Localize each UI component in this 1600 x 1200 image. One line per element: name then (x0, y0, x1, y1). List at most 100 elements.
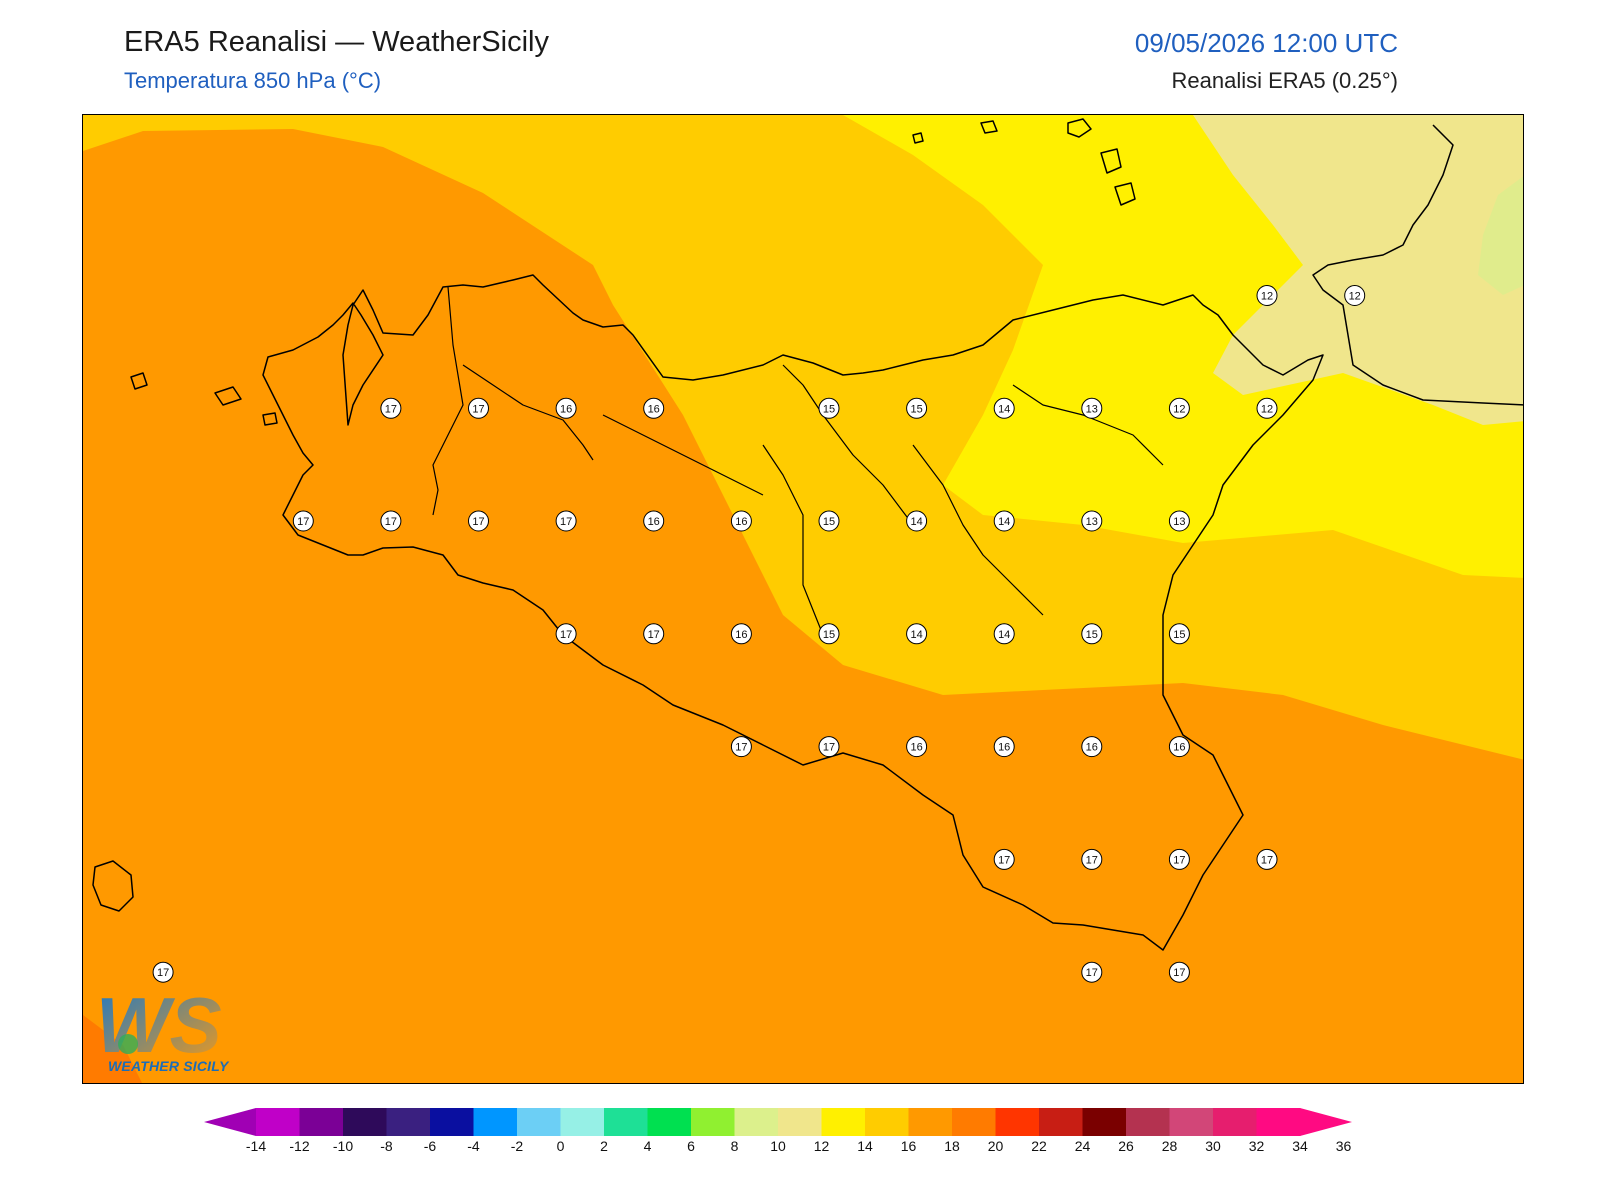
station-value: 12 (1261, 403, 1273, 415)
station-marker: 16 (730, 510, 752, 532)
colorbar-tick: -12 (289, 1138, 310, 1154)
colorbar-segment (908, 1108, 953, 1136)
station-value: 14 (998, 403, 1010, 415)
province-borders (432, 286, 1164, 636)
station-circle (1081, 623, 1103, 645)
station-marker: 16 (643, 397, 665, 419)
coastline-group (92, 118, 1523, 951)
colorbar-segment (256, 1108, 300, 1136)
station-value: 17 (998, 854, 1010, 866)
station-value: 16 (1086, 742, 1098, 754)
station-circle (1081, 397, 1103, 419)
station-marker: 13 (1168, 510, 1190, 532)
station-circle (818, 510, 840, 532)
station-marker: 15 (1081, 623, 1103, 645)
station-circle (993, 848, 1015, 870)
station-circle (1168, 397, 1190, 419)
temp-band-20-corner (83, 1015, 142, 1083)
station-marker: 16 (555, 397, 577, 419)
station-labels: 17 17 16 16 15 15 14 13 12 12 12 12 17 17 17 17 16 16 15 14… (152, 285, 1366, 983)
colorbar-segment (691, 1108, 735, 1136)
station-marker: 15 (818, 510, 840, 532)
colorbar-segment (517, 1108, 561, 1136)
station-marker: 17 (292, 510, 314, 532)
colorbar-segment (1082, 1108, 1127, 1136)
station-value: 16 (735, 629, 747, 641)
station-marker: 16 (1081, 736, 1103, 758)
station-marker: 16 (730, 623, 752, 645)
station-value: 12 (1261, 291, 1273, 303)
station-marker: 17 (468, 510, 489, 532)
station-circle (555, 623, 577, 645)
colorbar-tick: 20 (987, 1138, 1004, 1154)
station-value: 16 (735, 516, 747, 528)
station-circle (906, 510, 928, 532)
colorbar-segment (1169, 1108, 1214, 1136)
station-value: 17 (1173, 967, 1185, 979)
logo-letters: WS (96, 982, 222, 1069)
station-marker: 13 (1081, 510, 1103, 532)
station-marker: 16 (993, 736, 1015, 758)
colorbar-segment (1126, 1108, 1170, 1136)
station-marker: 12 (1344, 285, 1366, 306)
colorbar-segment (734, 1108, 779, 1136)
colorbar-tick: 26 (1118, 1138, 1134, 1154)
aeolian-island-3 (1067, 118, 1092, 138)
station-marker: 17 (818, 736, 840, 758)
station-marker: 17 (380, 397, 402, 419)
station-value: 14 (998, 516, 1010, 528)
station-value: 16 (560, 403, 572, 415)
station-marker: 12 (1256, 397, 1278, 419)
colorbar-over-arrow (1300, 1108, 1352, 1136)
station-circle (468, 510, 489, 532)
station-value: 17 (823, 742, 835, 754)
station-value: 16 (1173, 742, 1185, 754)
station-value: 14 (998, 629, 1010, 641)
temperature-colorbar (204, 1108, 1352, 1136)
colorbar-tick: 22 (1031, 1138, 1047, 1154)
station-circle (906, 736, 928, 758)
station-value: 17 (385, 403, 397, 415)
station-circle (1168, 510, 1190, 532)
colorbar-tick: 4 (643, 1138, 652, 1154)
station-value: 17 (560, 629, 572, 641)
station-value: 17 (1173, 854, 1185, 866)
station-value: 17 (560, 516, 572, 528)
colorbar-segment (1213, 1108, 1257, 1136)
colorbar-tick: 2 (600, 1138, 608, 1154)
sicily-coastline (262, 274, 1324, 951)
station-value: 16 (648, 516, 660, 528)
station-value: 12 (1173, 403, 1185, 415)
colorbar-tick: 18 (944, 1138, 960, 1154)
station-circle (993, 397, 1015, 419)
station-circle (1168, 736, 1190, 758)
station-marker: 12 (1256, 285, 1278, 306)
colorbar-tick: -8 (380, 1138, 393, 1154)
station-circle (730, 736, 752, 758)
station-marker: 17 (152, 961, 174, 983)
station-value: 17 (472, 516, 484, 528)
colorbar-tick: 36 (1335, 1138, 1352, 1154)
station-circle (152, 961, 174, 983)
station-circle (292, 510, 314, 532)
station-marker: 17 (1081, 961, 1103, 983)
colorbar-segment (952, 1108, 996, 1136)
egadi-island-2 (262, 412, 278, 426)
station-marker: 17 (1081, 848, 1103, 870)
station-marker: 14 (993, 510, 1015, 532)
colorbar-tick: -14 (245, 1138, 267, 1154)
station-value: 14 (910, 516, 922, 528)
colorbar-segment (995, 1108, 1040, 1136)
colorbar-tick: 6 (687, 1138, 695, 1154)
colorbar-segment (821, 1108, 866, 1136)
station-marker: 15 (906, 397, 928, 419)
data-source: Reanalisi ERA5 (0.25°) (1171, 68, 1398, 93)
station-circle (993, 510, 1015, 532)
map-canvas: 17 17 16 16 15 15 14 13 12 12 12 12 17 17 17 17 16 16 15 14… (83, 115, 1523, 1083)
egadi-island-1 (214, 386, 242, 406)
station-marker: 16 (1168, 736, 1190, 758)
station-circle (555, 397, 577, 419)
colorbar-segment (778, 1108, 822, 1136)
temperature-map: 17 17 16 16 15 15 14 13 12 12 12 12 17 17 17 17 16 16 15 14… (82, 114, 1524, 1084)
map-subtitle: Temperatura 850 hPa (°C) (124, 68, 382, 93)
